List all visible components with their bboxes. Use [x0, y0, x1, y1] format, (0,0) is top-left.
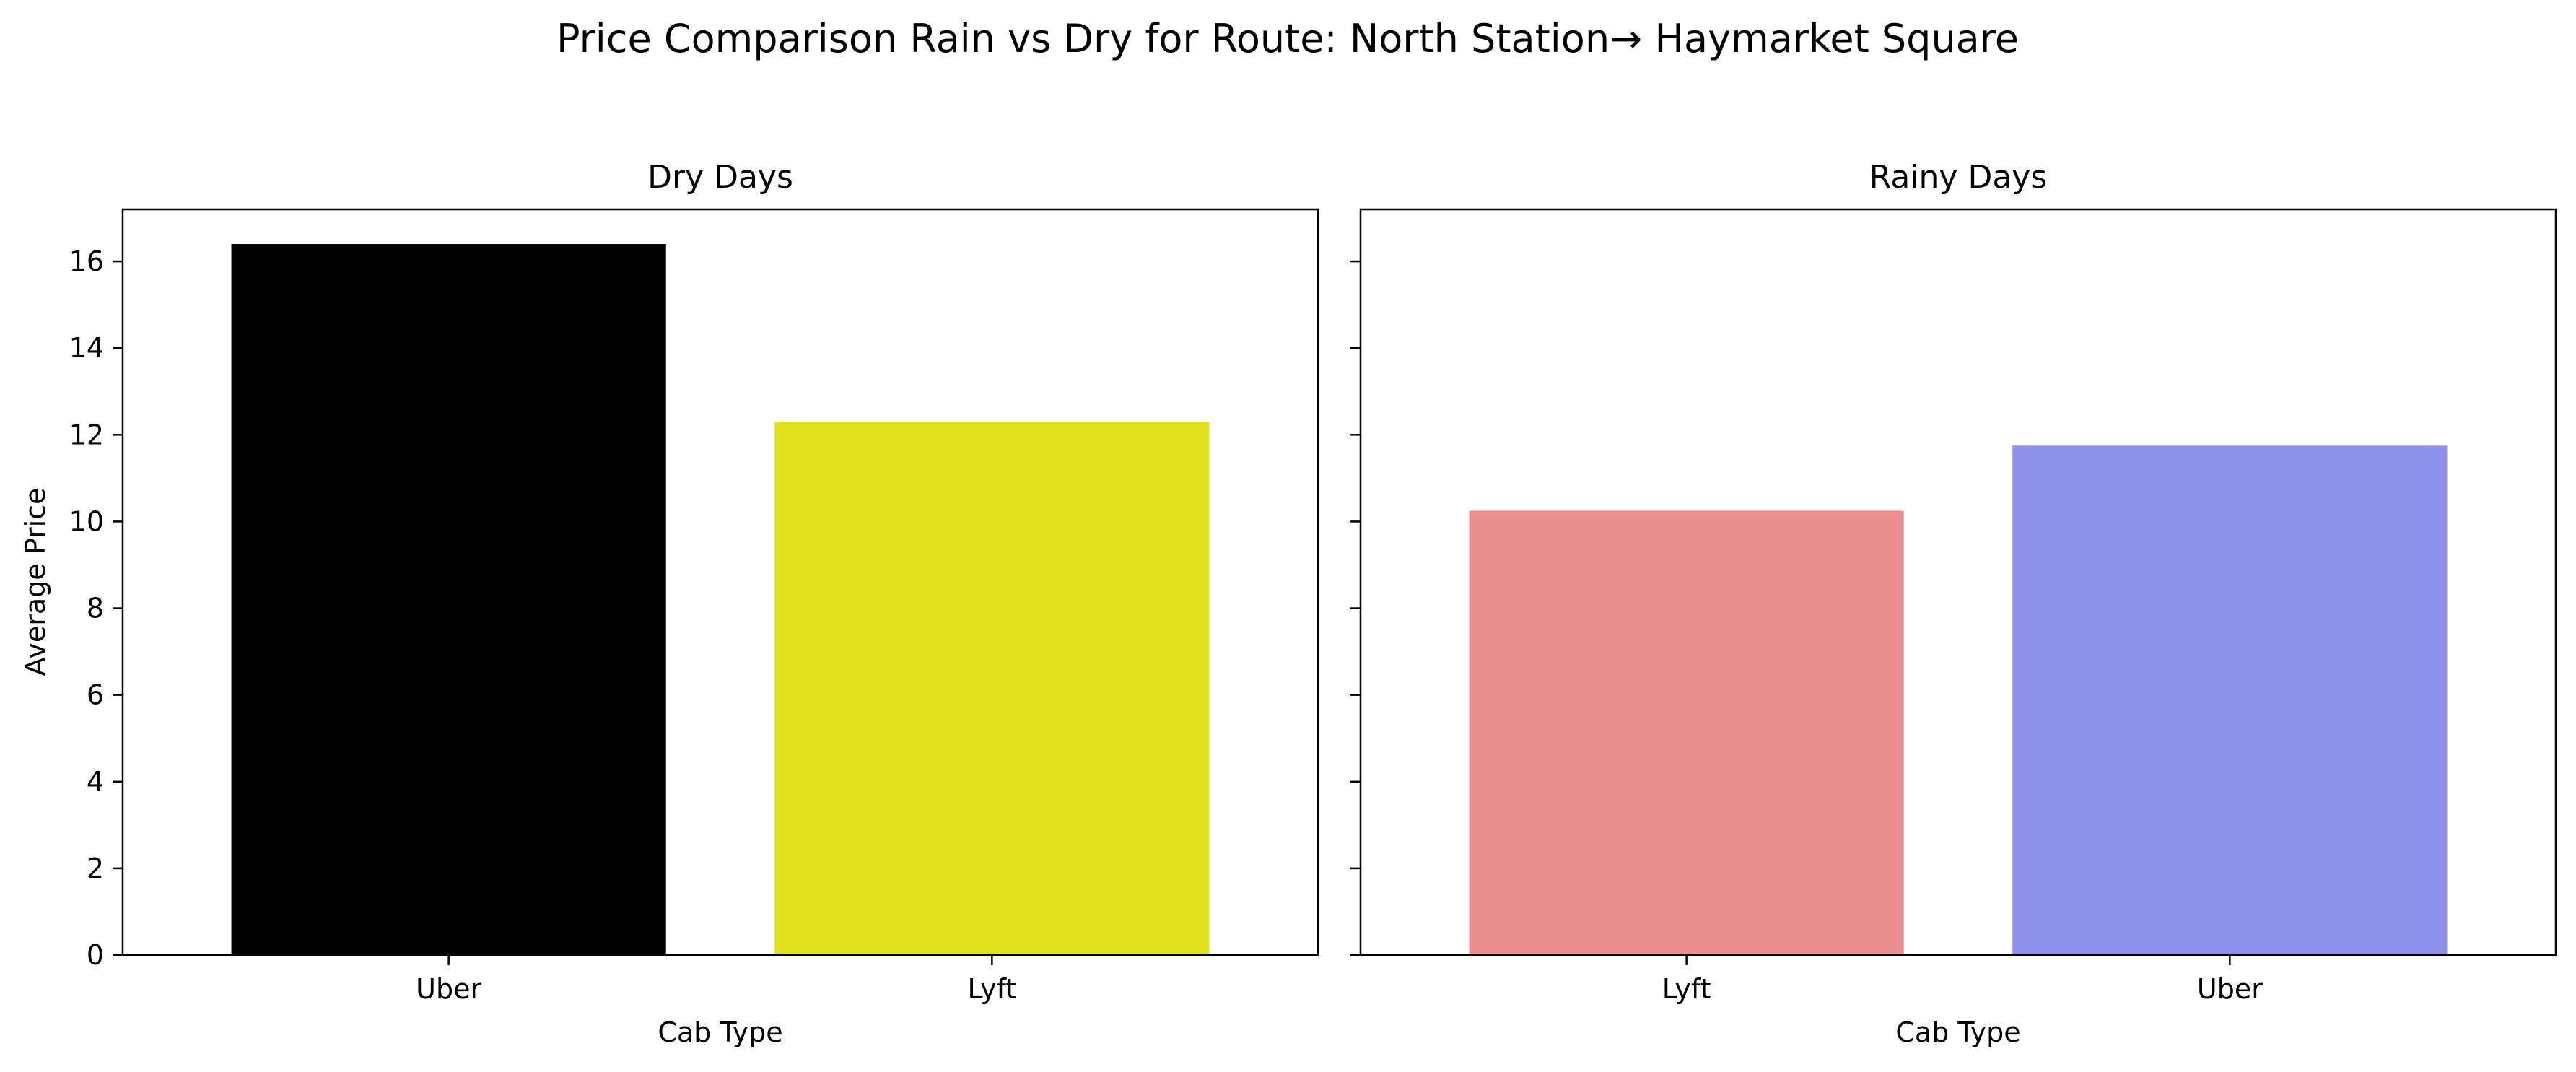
y-tick-label-8: 8 — [87, 593, 104, 624]
y-tick-label-2: 2 — [87, 853, 104, 884]
bars-rainy-days — [1469, 445, 2448, 955]
x-tick-label-dry-days-lyft: Lyft — [967, 973, 1016, 1005]
bars-dry-days — [231, 244, 1210, 955]
chart-title: Price Comparison Rain vs Dry for Route: … — [556, 16, 2019, 61]
x-tick-label-rainy-days-lyft: Lyft — [1662, 973, 1711, 1005]
x-tick-label-dry-days-uber: Uber — [416, 973, 481, 1005]
bar-dry-days-uber — [231, 244, 666, 955]
x-ticks-rainy-days: Lyft Uber — [1662, 955, 2263, 1005]
bar-rainy-days-lyft — [1469, 510, 1904, 955]
panel-title-dry-days: Dry Days — [647, 159, 793, 196]
bar-rainy-days-uber — [2012, 445, 2448, 955]
x-axis-label-rainy-days: Cab Type — [1895, 1016, 2020, 1048]
plot-frame-rainy-days — [1359, 208, 2557, 956]
x-ticks-dry-days: Uber Lyft — [416, 955, 1016, 1005]
y-tick-label-6: 6 — [87, 679, 104, 711]
panel-title-rainy-days: Rainy Days — [1869, 159, 2048, 196]
y-axis-label: Average Price — [19, 488, 51, 676]
y-tick-label-16: 16 — [69, 245, 104, 277]
y-ticks-dry-days: 0 2 4 6 8 10 12 14 16 — [69, 245, 123, 971]
y-ticks-rainy-days — [1350, 260, 1361, 956]
x-tick-label-rainy-days-uber: Uber — [2197, 973, 2263, 1005]
plot-frame-dry-days — [121, 208, 1319, 956]
y-tick-label-4: 4 — [87, 766, 104, 798]
bar-dry-days-lyft — [774, 422, 1210, 955]
y-tick-label-12: 12 — [69, 419, 104, 450]
y-tick-label-0: 0 — [87, 939, 104, 971]
panel-rainy-days: Rainy Days Lyft Uber Cab Type — [1350, 159, 2557, 1048]
x-axis-label-dry-days: Cab Type — [658, 1016, 782, 1048]
y-tick-label-10: 10 — [69, 505, 104, 537]
y-tick-label-14: 14 — [69, 332, 104, 364]
panel-dry-days: Dry Days 0 2 4 6 8 10 12 14 16 Uber Lyft Cab Type… — [19, 159, 1319, 1048]
